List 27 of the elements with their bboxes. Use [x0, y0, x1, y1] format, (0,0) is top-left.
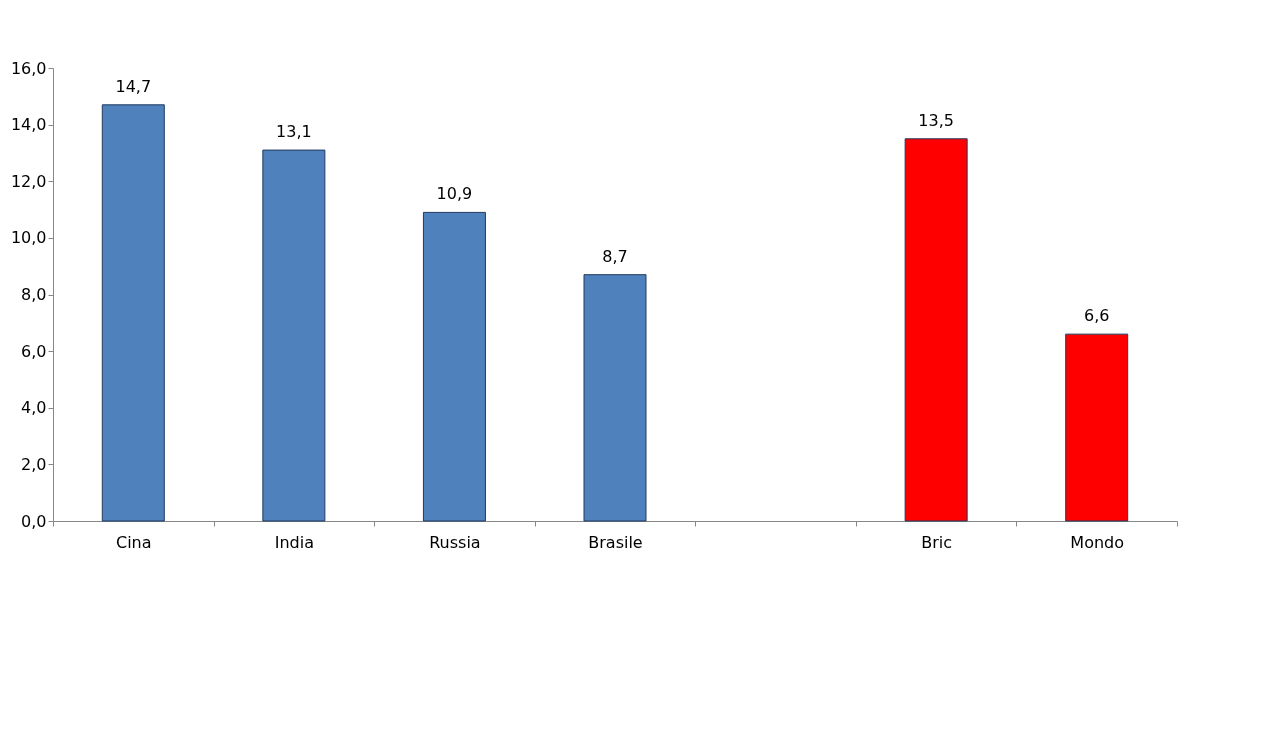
bar — [904, 138, 968, 522]
x-tick-label: India — [274, 532, 314, 552]
bar — [101, 104, 165, 522]
y-tick-label: 6,0 — [21, 341, 47, 361]
data-label: 8,7 — [602, 246, 628, 266]
y-tick-label: 10,0 — [10, 228, 47, 248]
y-tick-label: 2,0 — [21, 454, 47, 474]
bar — [583, 274, 647, 522]
y-tick-label: 14,0 — [10, 115, 47, 135]
x-tick-label: Bric — [921, 532, 953, 552]
bar — [422, 211, 486, 522]
data-label: 13,5 — [918, 110, 954, 130]
y-tick-label: 0,0 — [21, 511, 47, 531]
bar — [1065, 333, 1129, 522]
data-label: 10,9 — [436, 184, 473, 204]
x-tick-label: Mondo — [1070, 532, 1125, 552]
y-tick-label: 12,0 — [10, 171, 47, 191]
y-tick-label: 4,0 — [21, 398, 47, 418]
y-tick-label: 16,0 — [10, 58, 47, 78]
data-label: 13,1 — [276, 122, 312, 142]
x-tick-label: Cina — [116, 532, 152, 552]
y-tick-label: 8,0 — [21, 285, 47, 304]
data-label: 6,6 — [1083, 306, 1110, 326]
x-tick-label: Russia — [429, 532, 481, 552]
x-tick-label: Brasile — [588, 532, 643, 552]
data-label: 14,7 — [115, 76, 152, 96]
bar — [262, 149, 326, 522]
